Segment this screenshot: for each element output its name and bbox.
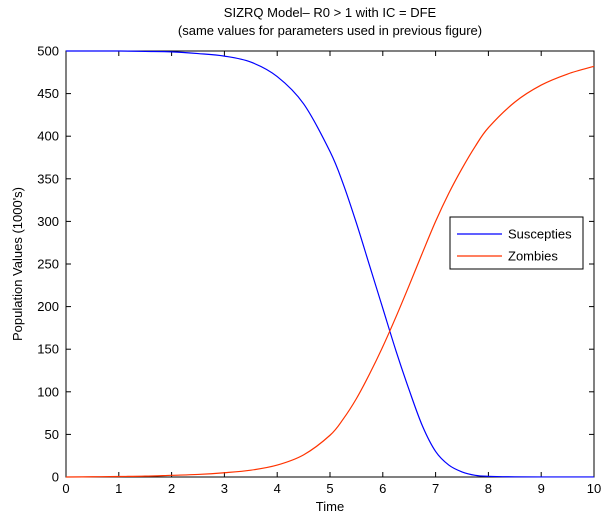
y-tick-label: 250 (37, 257, 59, 272)
y-tick-label: 50 (45, 427, 59, 442)
x-tick-label: 1 (115, 481, 122, 496)
series-lines (65, 50, 595, 478)
y-tick-label: 500 (37, 44, 59, 59)
chart-title: SIZRQ Model– R0 > 1 with IC = DFE (224, 5, 437, 20)
chart-subtitle: (same values for parameters used in prev… (178, 23, 482, 38)
legend-label: Zombies (508, 249, 558, 264)
x-tick-label: 5 (326, 481, 333, 496)
y-tick-label: 150 (37, 342, 59, 357)
x-tick-label: 7 (432, 481, 439, 496)
legend-box (449, 216, 584, 270)
series-line-suscepties (66, 50, 594, 478)
x-tick-label: 8 (485, 481, 492, 496)
x-tick-label: 9 (538, 481, 545, 496)
x-tick-label: 10 (587, 481, 601, 496)
x-tick-label: 0 (62, 481, 69, 496)
x-tick-label: 4 (274, 481, 281, 496)
y-axis: 0 50 100 150 200 250 300 350 400 450 500 (37, 44, 594, 485)
y-tick-label: 300 (37, 214, 59, 229)
y-tick-label: 200 (37, 299, 59, 314)
legend-label: Suscepties (508, 227, 572, 242)
legend: Suscepties Zombies (449, 216, 584, 270)
y-tick-label: 0 (52, 470, 59, 485)
y-tick-label: 450 (37, 86, 59, 101)
x-axis: 0 1 2 3 4 5 6 7 8 9 10 (62, 51, 601, 496)
x-axis-label: Time (316, 499, 344, 514)
y-axis-label: Population Values (1000's) (10, 187, 25, 341)
x-tick-label: 2 (168, 481, 175, 496)
series-line-zombies (65, 65, 595, 478)
y-tick-label: 350 (37, 171, 59, 186)
x-tick-label: 3 (221, 481, 228, 496)
y-tick-label: 100 (37, 384, 59, 399)
x-tick-label: 6 (379, 481, 386, 496)
y-tick-label: 400 (37, 129, 59, 144)
